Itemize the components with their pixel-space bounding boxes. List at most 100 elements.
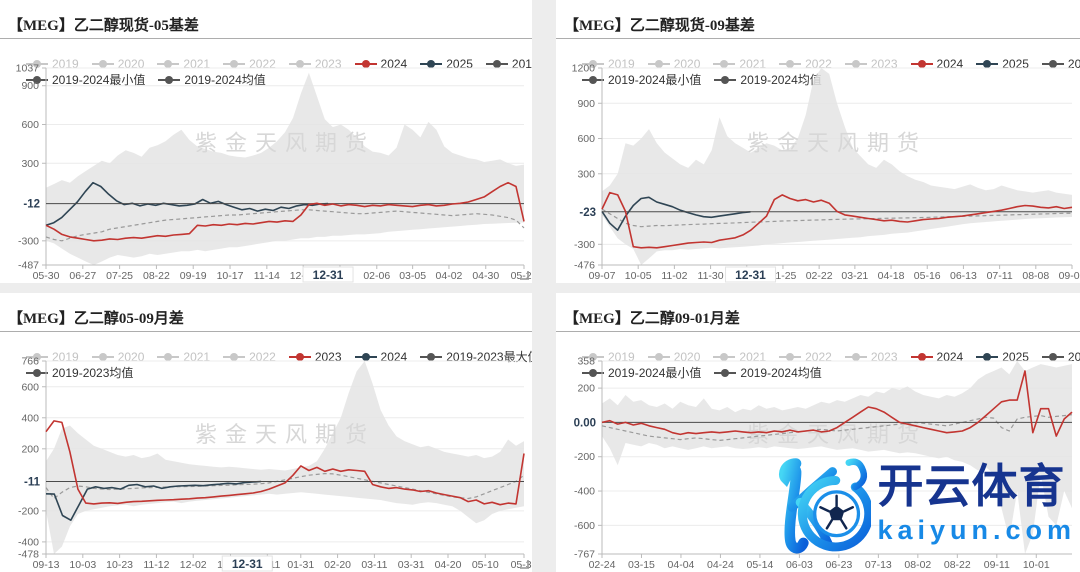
- legend-marker: [582, 352, 604, 361]
- mean-line: [45, 472, 525, 500]
- legend-item-2025[interactable]: 2025: [976, 350, 1029, 364]
- x-tick-label: 05-10: [472, 559, 499, 571]
- chart-legend: 20192020202120222023202420252019-2024最大值…: [0, 52, 532, 89]
- y-tick-label: 200: [21, 443, 39, 455]
- chart-plot[interactable]: 紫金天风期货 358 200 -200 -400 -600 -767 02-24 03-15 04…: [556, 355, 1080, 572]
- legend-label: 2022: [249, 349, 276, 364]
- x-tick-label: 09-13: [33, 559, 60, 571]
- y-tick-label: -200: [18, 505, 39, 517]
- legend-marker: [26, 59, 48, 68]
- legend-marker: [582, 368, 604, 377]
- legend-marker: [976, 352, 999, 361]
- legend-marker: [779, 59, 802, 68]
- legend-item-2019-2024最小值[interactable]: 2019-2024最小值: [26, 71, 145, 88]
- legend-item-2019[interactable]: 2019: [26, 57, 79, 71]
- y-tick-label: 900: [21, 80, 39, 92]
- legend-item-2022[interactable]: 2022: [779, 350, 832, 364]
- x-tick-label: 03-05: [399, 270, 426, 282]
- legend-item-2021[interactable]: 2021: [157, 57, 210, 71]
- chart-panel-meg-09-01-spread: 【MEG】乙二醇09-01月差 2019 2020 2021 2022 2023 2024…: [556, 293, 1080, 572]
- legend-item-2022[interactable]: 2022: [223, 350, 276, 364]
- legend-item-2020[interactable]: 2020: [647, 57, 700, 71]
- y-tick-label: 1200: [572, 63, 596, 75]
- legend-item-2024[interactable]: 2024: [910, 350, 963, 364]
- legend-item-2020[interactable]: 2020: [91, 57, 144, 71]
- resize-handle-icon: [520, 271, 529, 280]
- legend-item-2021[interactable]: 2021: [713, 57, 766, 71]
- x-tick-label: 07-13: [865, 559, 892, 571]
- series-line-2024: [45, 480, 262, 521]
- axis-pointer-x-label: 12-31: [313, 268, 344, 282]
- legend-item-2023[interactable]: 2023: [288, 56, 342, 71]
- legend-label: 2023: [870, 56, 898, 71]
- legend-item-2022[interactable]: 2022: [223, 57, 276, 71]
- legend-item-2021[interactable]: 2021: [157, 350, 210, 364]
- legend-item-2020[interactable]: 2020: [91, 349, 145, 364]
- chart-legend: 20192020202120222023202420252019-2024最大值…: [556, 345, 1080, 382]
- legend-item-2023[interactable]: 2023: [844, 56, 898, 71]
- y-tick-label: -400: [18, 536, 39, 548]
- legend-label: 2023: [314, 56, 342, 71]
- mean-line: [601, 208, 1073, 228]
- x-tick-label: 08-08: [1022, 270, 1049, 282]
- x-tick-label: 02-20: [324, 559, 351, 571]
- legend-item-2021[interactable]: 2021: [713, 350, 766, 364]
- x-tick-label: 01-31: [287, 559, 314, 571]
- legend-item-2023[interactable]: 2023: [288, 350, 342, 364]
- legend-item-2025[interactable]: 2025: [420, 57, 473, 71]
- legend-item-2022[interactable]: 2022: [779, 57, 832, 71]
- legend-item-2019[interactable]: 2019: [582, 350, 635, 364]
- x-tick-label: 06-03: [786, 559, 813, 571]
- x-tick-label: 11-02: [661, 270, 687, 282]
- legend-item-2019[interactable]: 2019: [582, 57, 635, 71]
- legend-label: 2020: [117, 349, 145, 364]
- legend-item-2024[interactable]: 2024: [910, 57, 963, 71]
- legend-item-2019-2024均值[interactable]: 2019-2024均值: [714, 71, 822, 88]
- legend-item-2024[interactable]: 2024: [354, 57, 407, 71]
- legend-item-2025[interactable]: 2025: [976, 57, 1029, 71]
- chart-title: 【MEG】乙二醇05-09月差: [0, 305, 532, 333]
- legend-marker: [420, 59, 443, 68]
- legend-item-2023[interactable]: 2023: [844, 350, 898, 364]
- x-tick-label: 09-11: [984, 559, 1010, 571]
- series-line-2025: [45, 181, 329, 227]
- chart-plot[interactable]: 紫金天风期货 1037 900 600 300 -300 -487 05-30 06-27 07-…: [0, 62, 532, 283]
- x-tick-label: 02-22: [806, 270, 833, 282]
- legend-marker: [26, 75, 48, 84]
- x-tick-label: 10-03: [69, 559, 96, 571]
- legend-item-2019-2024均值[interactable]: 2019-2024均值: [158, 71, 266, 88]
- x-tick-label: 03-21: [841, 270, 868, 282]
- legend-item-2019-2023均值[interactable]: 2019-2023均值: [26, 364, 133, 381]
- legend-item-2020[interactable]: 2020: [647, 350, 700, 364]
- resize-handle-icon: [520, 560, 529, 569]
- legend-marker: [844, 59, 867, 68]
- x-tick-label: 10-23: [106, 559, 133, 571]
- legend-item-2019[interactable]: 2019: [26, 350, 79, 364]
- x-tick-label: 04-24: [707, 559, 734, 571]
- legend-marker: [582, 59, 604, 68]
- chart-plot[interactable]: 紫金天风期货 1200 900 600 300 -300 -476 09-07 10-05 11-…: [556, 62, 1080, 283]
- legend-label: 2019-2024最小值: [608, 366, 702, 381]
- legend-item-2019-2024最小值[interactable]: 2019-2024最小值: [582, 364, 701, 381]
- legend-item-2019-2024均值[interactable]: 2019-2024均值: [714, 364, 822, 381]
- legend-marker: [582, 75, 604, 84]
- legend-label: 2025: [1002, 349, 1029, 364]
- series-line-2024: [601, 191, 1073, 249]
- x-tick-label: 10-17: [217, 270, 244, 282]
- chart-plot[interactable]: 紫金天风期货 766 600 400 200 -200 -400 -478 09-13 10-03…: [0, 355, 532, 572]
- legend-item-2019-2024最小值[interactable]: 2019-2024最小值: [582, 71, 701, 88]
- x-tick-label: 04-18: [878, 270, 905, 282]
- legend-marker: [354, 59, 377, 68]
- chart-legend: 2019 2020 2021 2022 2023 2024 2019-2023最大值 2019…: [0, 345, 532, 382]
- legend-label: 2019-2024均值: [740, 73, 822, 88]
- range-band: [602, 68, 1072, 265]
- legend-item-2024[interactable]: 2024: [354, 350, 407, 364]
- legend-label: 2019: [52, 56, 79, 71]
- legend-label: 2022: [249, 56, 276, 71]
- x-tick-label: 09-19: [180, 270, 207, 282]
- y-tick-label: 600: [577, 133, 595, 145]
